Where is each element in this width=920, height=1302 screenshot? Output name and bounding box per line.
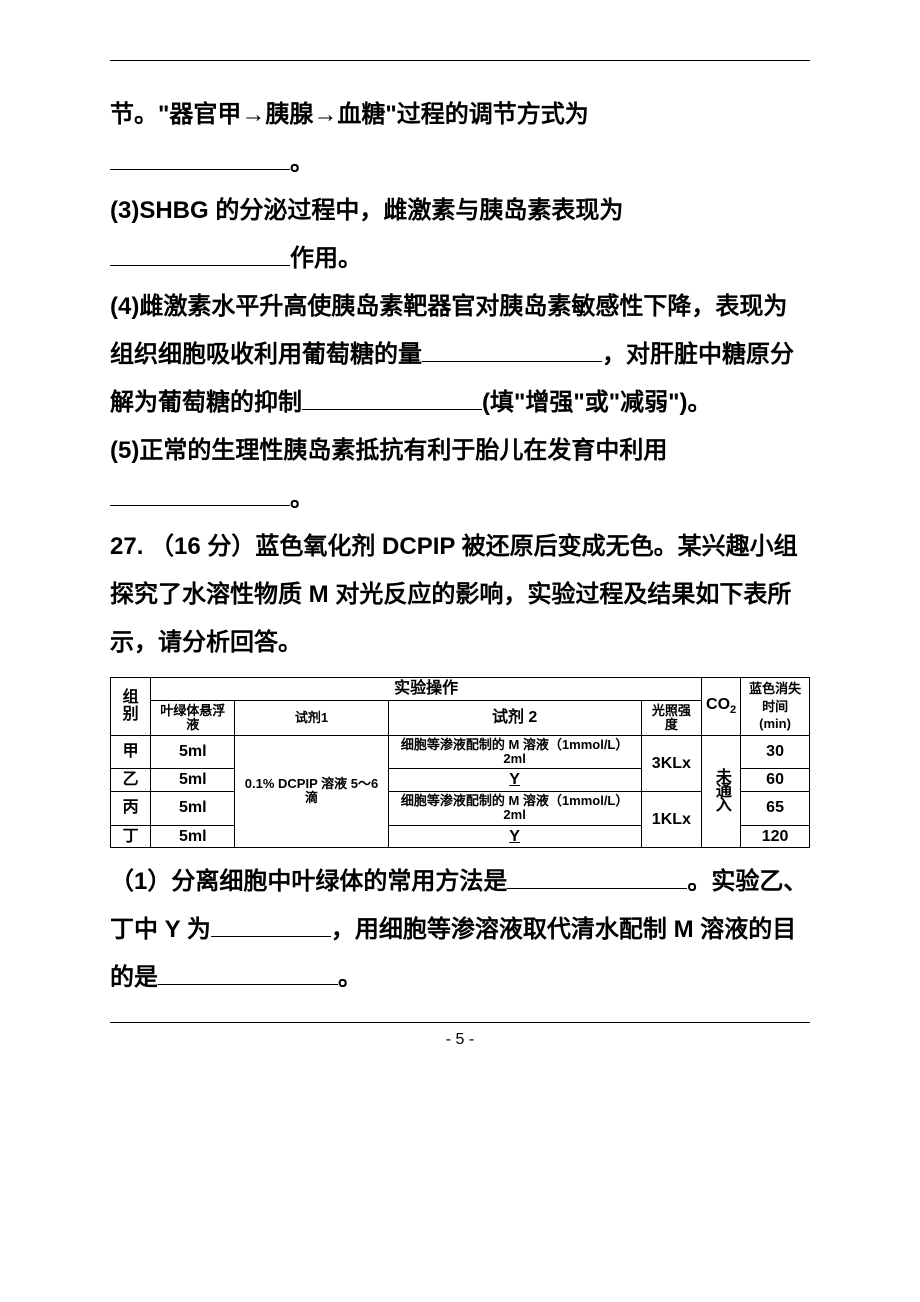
cell-light: 3KLx [641,735,701,791]
subquestion-1: （1）分离细胞中叶绿体的常用方法是。实验乙、丁中 Y 为，用细胞等渗溶液取代清水… [110,858,810,1002]
text-sub1a: （1）分离细胞中叶绿体的常用方法是 [110,868,507,895]
th-reagent2: 试剂 2 [388,701,641,736]
cell-time: 65 [741,791,810,825]
cell-reagent1: 0.1% DCPIP 溶液 5～6 滴 [235,735,388,847]
cell-reagent2: 细胞等渗液配制的 M 溶液（1mmol/L） 2ml [388,791,641,825]
cell-reagent2: Y [388,769,641,792]
paragraph-1: 节。"器官甲→胰腺→血糖"过程的调节方式为 。 [110,91,810,187]
document-page: 节。"器官甲→胰腺→血糖"过程的调节方式为 。 (3)SHBG 的分泌过程中，雌… [0,0,920,1302]
bottom-divider [110,1022,810,1023]
paragraph-4: (5)正常的生理性胰岛素抵抗有利于胎儿在发育中利用 。 [110,427,810,523]
blank-p3a [422,337,602,362]
cell-group: 甲 [111,735,151,769]
page-number: - 5 - [110,1031,810,1049]
text-p1b: 。 [290,149,314,176]
th-chloroplast: 叶绿体悬浮液 [151,701,235,736]
blank-p4 [110,481,290,506]
text-p1a: 节。"器官甲→胰腺→血糖"过程的调节方式为 [110,101,589,128]
cell-time: 30 [741,735,810,769]
blank-p3b [302,385,482,410]
text-p4a: (5)正常的生理性胰岛素抵抗有利于胎儿在发育中利用 [110,437,667,464]
cell-co2: 未通入 [702,735,741,847]
blank-sub1a [507,864,687,889]
paragraph-3: (4)雌激素水平升高使胰岛素靶器官对胰岛素敏感性下降，表现为组织细胞吸收利用葡萄… [110,283,810,427]
text-p4b: 。 [290,485,314,512]
text-p2a: (3)SHBG 的分泌过程中，雌激素与胰岛素表现为 [110,197,623,224]
cell-chloro: 5ml [151,825,235,848]
th-group: 组别 [111,678,151,736]
th-light: 光照强度 [641,701,701,736]
body-content: 节。"器官甲→胰腺→血糖"过程的调节方式为 。 (3)SHBG 的分泌过程中，雌… [110,91,810,1002]
cell-group: 乙 [111,769,151,792]
cell-time: 60 [741,769,810,792]
blank-p1 [110,145,290,170]
paragraph-2: (3)SHBG 的分泌过程中，雌激素与胰岛素表现为 作用。 [110,187,810,283]
cell-group: 丁 [111,825,151,848]
th-co2: CO2 [702,678,741,736]
th-operation: 实验操作 [151,678,702,701]
text-p2b: 作用。 [290,245,362,272]
experiment-table: 组别 实验操作 CO2 蓝色消失时间 (min) 叶绿体悬浮液 试剂1 试剂 2… [110,677,810,848]
table-header-row-1: 组别 实验操作 CO2 蓝色消失时间 (min) [111,678,810,701]
blank-p2 [110,241,290,266]
cell-chloro: 5ml [151,791,235,825]
cell-chloro: 5ml [151,769,235,792]
cell-chloro: 5ml [151,735,235,769]
cell-time: 120 [741,825,810,848]
th-time: 蓝色消失时间 (min) [741,678,810,736]
question-27: 27. （16 分）蓝色氧化剂 DCPIP 被还原后变成无色。某兴趣小组探究了水… [110,523,810,667]
cell-reagent2: 细胞等渗液配制的 M 溶液（1mmol/L） 2ml [388,735,641,769]
blank-sub1b [211,912,331,937]
text-sub1d: 。 [338,964,362,991]
top-divider [110,60,810,61]
blank-sub1c [158,960,338,985]
text-p3c: (填"增强"或"减弱")。 [482,389,712,416]
cell-light: 1KLx [641,791,701,847]
cell-reagent2: Y [388,825,641,848]
th-reagent1: 试剂1 [235,701,388,736]
table-row: 甲 5ml 0.1% DCPIP 溶液 5～6 滴 细胞等渗液配制的 M 溶液（… [111,735,810,769]
cell-group: 丙 [111,791,151,825]
text-q27: 27. （16 分）蓝色氧化剂 DCPIP 被还原后变成无色。某兴趣小组探究了水… [110,533,798,656]
